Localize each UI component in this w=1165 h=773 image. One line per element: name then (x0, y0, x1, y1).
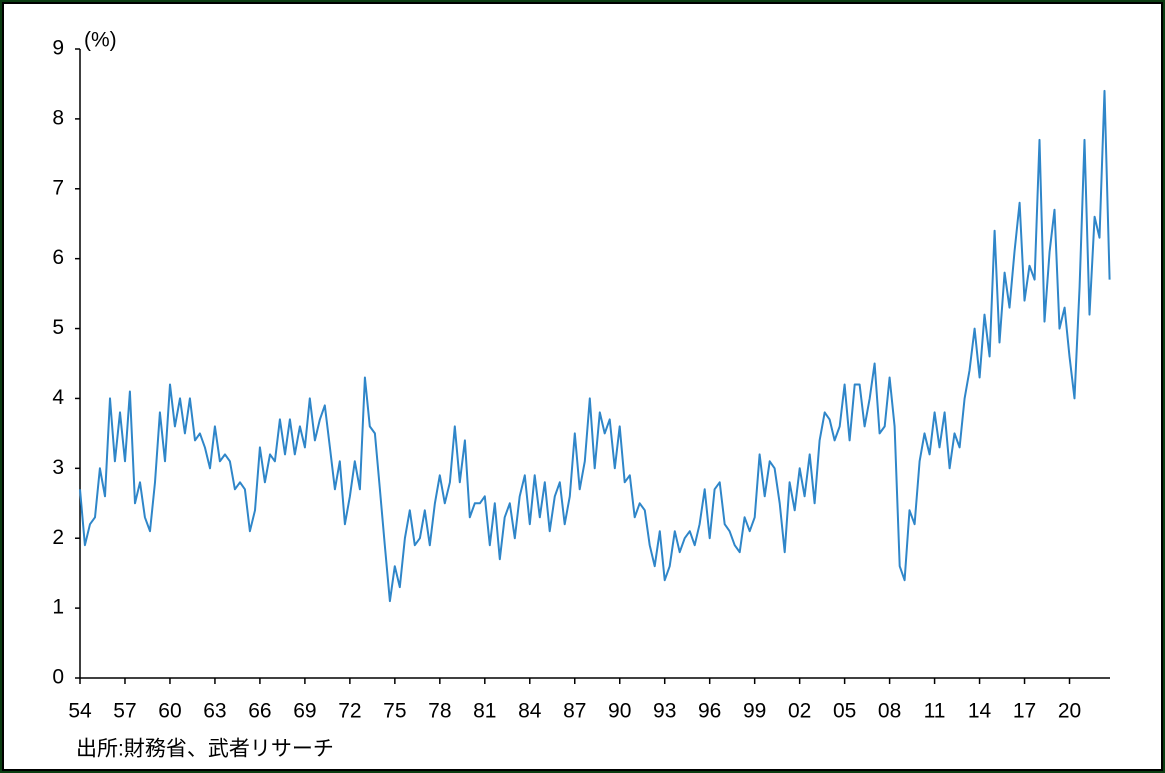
x-tick-label: 08 (878, 700, 901, 723)
y-tick-label: 4 (52, 386, 64, 409)
x-tick-label: 87 (563, 700, 586, 723)
data-line (79, 89, 1111, 603)
x-tick-label: 05 (833, 700, 856, 723)
x-tick-label: 60 (158, 700, 181, 723)
y-tick-label: 0 (52, 666, 64, 689)
x-tick-label: 93 (653, 700, 676, 723)
y-tick-label: 9 (52, 37, 64, 60)
y-tick-label: 2 (52, 526, 64, 549)
x-tick-label: 14 (968, 700, 992, 723)
x-tick-label: 57 (113, 700, 136, 723)
x-tick-label: 75 (383, 700, 406, 723)
y-tick-label: 3 (52, 456, 64, 479)
y-tick-label: 6 (52, 246, 64, 269)
x-tick-label: 84 (518, 700, 542, 723)
x-tick-label: 63 (203, 700, 226, 723)
x-tick-label: 69 (293, 700, 316, 723)
y-tick-label: 1 (52, 596, 64, 619)
y-tick-label: 8 (52, 106, 64, 129)
x-tick-label: 99 (743, 700, 766, 723)
x-tick-label: 17 (1013, 700, 1036, 723)
x-tick-label: 96 (698, 700, 721, 723)
x-tick-label: 02 (788, 700, 811, 723)
x-tick-label: 90 (608, 700, 631, 723)
source-note: 出所:財務省、武者リサーチ (76, 738, 334, 761)
x-tick-label: 11 (924, 700, 946, 723)
y-tick-label: 5 (52, 316, 64, 339)
x-tick-label: 20 (1058, 700, 1081, 723)
x-tick-label: 54 (68, 700, 92, 723)
x-tick-label: 72 (338, 700, 361, 723)
x-tick-label: 78 (428, 700, 451, 723)
y-tick-label: 7 (52, 176, 64, 199)
y-axis-label: (%) (84, 29, 117, 52)
x-tick-label: 81 (473, 700, 496, 723)
x-tick-label: 66 (248, 700, 271, 723)
